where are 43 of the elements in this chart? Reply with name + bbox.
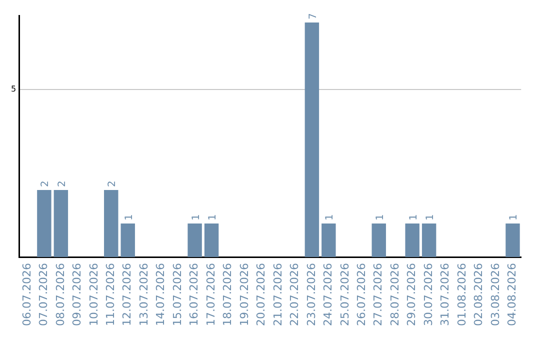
x-tick-label: 25.07.2026: [338, 263, 352, 326]
x-tick-label: 14.07.2026: [154, 263, 168, 326]
x-tick-label: 20.07.2026: [254, 263, 268, 326]
data-label: 2: [56, 180, 68, 188]
x-tick-label: 18.07.2026: [221, 263, 234, 326]
x-tick-label: 13.07.2026: [137, 263, 150, 326]
x-tick-label: 03.08.2026: [488, 263, 502, 326]
x-tick-label: 21.07.2026: [271, 263, 284, 326]
data-label: 1: [208, 214, 219, 221]
x-tick-label: 01.08.2026: [455, 263, 468, 326]
x-tick-label: 26.07.2026: [354, 263, 368, 326]
x-tick-label: 07.07.2026: [37, 263, 50, 326]
x-tick-label: 02.08.2026: [472, 263, 486, 326]
x-tick-label: 30.07.2026: [422, 263, 435, 326]
data-label: 1: [190, 214, 202, 221]
x-tick-label: 28.07.2026: [388, 263, 402, 326]
x-tick-label: 31.07.2026: [438, 263, 452, 326]
x-tick-label: 04.08.2026: [506, 263, 519, 326]
data-label: 1: [324, 214, 336, 221]
x-tick-label: 22.07.2026: [288, 263, 302, 326]
data-label: 1: [124, 214, 135, 221]
x-tick-label: 24.07.2026: [322, 263, 335, 326]
data-label: 1: [408, 214, 420, 221]
x-tick-label: 12.07.2026: [120, 263, 134, 326]
x-tick-label: 29.07.2026: [405, 263, 418, 326]
x-tick-label: 23.07.2026: [304, 263, 318, 326]
data-label: 1: [374, 214, 386, 221]
x-tick-label: 15.07.2026: [170, 263, 184, 326]
x-tick-label: 11.07.2026: [104, 263, 117, 326]
data-label: 1: [508, 214, 520, 221]
data-label: 7: [308, 13, 319, 20]
x-tick-label: 16.07.2026: [188, 263, 201, 326]
x-tick-label: 10.07.2026: [87, 263, 100, 326]
data-label: 2: [107, 180, 118, 188]
x-tick-label: 09.07.2026: [70, 263, 84, 326]
x-tick-label: 08.07.2026: [54, 263, 67, 326]
x-tick-label: 19.07.2026: [238, 263, 251, 326]
data-label: 2: [40, 180, 52, 188]
x-tick-label: 17.07.2026: [204, 263, 218, 326]
y-tick-label: 5: [10, 84, 16, 94]
data-label: 1: [425, 214, 436, 221]
x-tick-label: 06.07.2026: [20, 263, 34, 326]
x-tick-label: 27.07.2026: [372, 263, 385, 326]
